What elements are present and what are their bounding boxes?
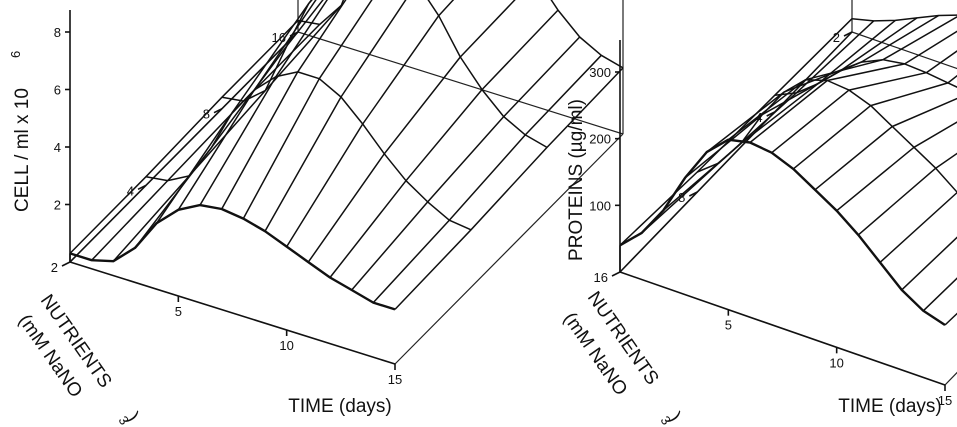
value-axis-exponent: 6 (8, 51, 23, 58)
time-cross-line (199, 0, 328, 206)
time-tick-label: 10 (829, 355, 843, 370)
nutrient-tick-label: 2 (51, 260, 58, 275)
nutrient-tick (688, 191, 698, 197)
time-cross-line (749, 30, 957, 144)
value-tick-label: 8 (54, 25, 61, 40)
time-cross-line (177, 0, 317, 211)
time-cross-line (944, 312, 957, 326)
time-cross-line (264, 0, 407, 232)
time-cross-line (329, 9, 559, 278)
series-line (774, 58, 957, 97)
time-cross-line (879, 191, 957, 263)
time-cross-line (857, 152, 957, 236)
time-cross-line (771, 50, 957, 154)
nutrient-tick (137, 184, 147, 191)
time-tick-label: 10 (279, 338, 293, 353)
value-tick-label: 200 (589, 132, 611, 147)
value-tick-label: 4 (54, 140, 61, 155)
time-cross-line (662, 19, 896, 211)
time-cross-line (792, 74, 957, 170)
time-cross-line (836, 121, 957, 212)
time-cross-line (901, 236, 957, 291)
time-cross-line (394, 67, 624, 310)
right-floor-edge (394, 133, 624, 365)
nutrient-tick-label: 16 (594, 270, 608, 285)
time-cross-line (619, 18, 853, 246)
time-cross-line (372, 54, 602, 304)
time-axis-title: TIME (days) (838, 396, 941, 417)
value-axis-title: CELL / ml x 10 (12, 88, 33, 212)
nutrient-tick (843, 31, 853, 37)
nutrient-tick-label: 2 (833, 30, 840, 45)
value-tick-label: 6 (54, 83, 61, 98)
value-axis-title: PROTEINS (µg/ml) (566, 99, 587, 261)
time-cross-line (727, 16, 957, 141)
time-cross-line (221, 0, 347, 210)
time-cross-line (156, 0, 313, 224)
series-line (69, 203, 396, 311)
time-axis-title: TIME (days) (288, 396, 391, 417)
time-tick-label: 5 (175, 304, 182, 319)
back-floor-edge (297, 31, 624, 135)
value-tick-label: 2 (54, 198, 61, 213)
time-cross-line (684, 17, 918, 179)
time-axis-line (69, 261, 396, 365)
time-cross-line (814, 97, 957, 191)
series-line (619, 138, 946, 327)
series-line (851, 14, 957, 22)
time-cross-line (307, 0, 516, 263)
time-cross-line (91, 23, 321, 261)
nutrient-tick (61, 261, 71, 267)
nutrient-tick-label: 4 (127, 183, 134, 198)
time-tick-label: 15 (388, 372, 402, 387)
nutrient-tick (766, 111, 776, 117)
time-cross-line (706, 14, 940, 153)
nutrient-axis-line (619, 31, 853, 273)
time-axis-line (619, 271, 946, 386)
time-cross-line (69, 19, 299, 254)
series-line (697, 78, 957, 194)
nutrient-tick-label: 16 (272, 30, 286, 45)
value-tick-label: 300 (589, 65, 611, 80)
nutrient-axis-line (69, 31, 299, 263)
value-tick-label: 100 (589, 198, 611, 213)
time-cross-line (242, 0, 373, 219)
nutrient-tick (213, 107, 223, 114)
back-floor-edge (851, 31, 957, 70)
time-cross-line (134, 0, 324, 249)
time-cross-line (351, 36, 581, 291)
series-line (297, 0, 624, 69)
time-cross-line (922, 277, 957, 312)
time-cross-line (286, 0, 455, 247)
time-tick-label: 15 (938, 393, 952, 408)
time-tick-label: 5 (725, 318, 732, 333)
time-cross-line (641, 20, 875, 234)
nutrient-tick (611, 271, 621, 277)
